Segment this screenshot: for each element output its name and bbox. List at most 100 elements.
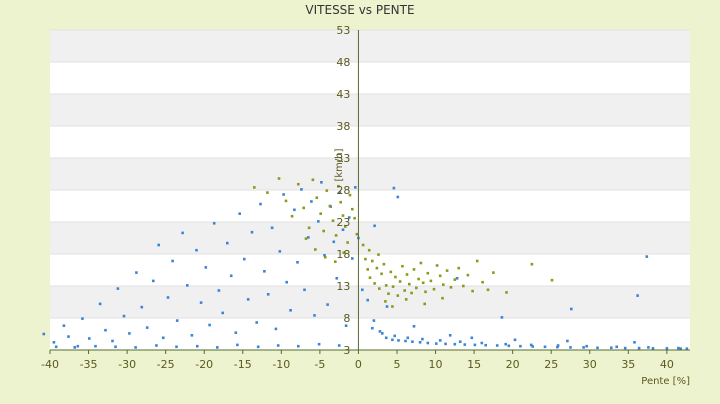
data-point <box>134 346 137 349</box>
data-point <box>282 193 285 196</box>
data-point <box>394 275 397 279</box>
data-point <box>341 228 345 231</box>
data-point <box>145 326 149 329</box>
data-point <box>530 262 534 266</box>
data-point <box>381 332 384 335</box>
y-tick-label: 38 <box>336 120 350 133</box>
data-point <box>411 340 414 343</box>
x-tick-label: -10 <box>272 358 290 371</box>
data-point <box>445 269 449 272</box>
data-point <box>424 290 427 294</box>
data-point <box>302 206 305 210</box>
data-point <box>384 300 387 303</box>
x-tick-labels: -40 -35 -30 -25 -20 -15 -10 -5 0 5 10 15 20 25 30 35 40 <box>41 358 674 371</box>
data-point <box>389 270 393 274</box>
data-point <box>543 345 547 349</box>
data-point <box>444 342 447 346</box>
data-point <box>276 344 280 347</box>
data-point <box>418 341 422 344</box>
x-tick-label: -40 <box>41 358 59 371</box>
data-point <box>385 305 389 308</box>
data-point <box>435 342 438 345</box>
data-point <box>495 344 499 347</box>
data-point <box>405 273 409 276</box>
data-point <box>196 344 199 348</box>
data-point <box>404 339 407 343</box>
data-point <box>448 334 452 337</box>
data-point <box>229 274 233 278</box>
data-point <box>373 224 376 228</box>
data-point <box>404 298 408 301</box>
data-point <box>236 343 239 347</box>
data-point <box>426 341 430 345</box>
data-point <box>406 336 410 340</box>
data-point <box>486 288 490 292</box>
data-point <box>453 278 457 281</box>
data-point <box>484 343 487 347</box>
data-point <box>42 332 46 336</box>
data-point <box>181 231 184 235</box>
data-point <box>403 289 406 292</box>
data-point <box>334 260 337 263</box>
data-point <box>637 346 641 350</box>
data-point <box>645 255 649 258</box>
data-point <box>529 343 533 347</box>
data-point <box>596 346 599 350</box>
data-point <box>368 276 372 279</box>
data-point <box>507 344 511 348</box>
y-tick-label: 23 <box>336 216 350 229</box>
x-tick-label: 10 <box>429 358 443 371</box>
data-point <box>677 346 680 350</box>
data-point <box>505 291 508 294</box>
data-point <box>679 347 682 350</box>
data-point <box>304 237 308 240</box>
x-tick-label: -30 <box>118 358 136 371</box>
data-point <box>256 345 260 349</box>
data-point <box>353 216 356 220</box>
data-point <box>313 314 316 317</box>
data-point <box>217 289 221 292</box>
data-point <box>186 284 189 287</box>
data-point <box>152 279 155 283</box>
data-point <box>140 305 144 309</box>
y-tick-label: 3 <box>343 344 350 357</box>
x-tick-label: 40 <box>660 358 674 371</box>
y-tick-label: 13 <box>336 280 350 293</box>
data-point <box>315 196 319 199</box>
data-point <box>263 270 266 273</box>
data-point <box>371 326 374 330</box>
data-point <box>216 346 219 349</box>
data-point <box>290 214 294 218</box>
data-point <box>391 285 395 288</box>
data-point <box>339 200 342 204</box>
data-point <box>457 266 460 270</box>
data-point <box>323 254 326 257</box>
data-point <box>455 277 459 280</box>
data-point <box>412 268 416 271</box>
data-point <box>615 345 618 349</box>
data-point <box>378 287 381 290</box>
data-point <box>162 336 165 340</box>
data-point <box>246 298 250 301</box>
data-point <box>380 272 383 276</box>
data-point <box>54 345 58 349</box>
x-tick-label: 20 <box>506 358 520 371</box>
data-point <box>322 229 325 233</box>
data-point <box>384 336 388 340</box>
data-point <box>500 316 504 319</box>
data-point <box>364 257 367 261</box>
data-point <box>373 282 376 285</box>
data-point <box>396 195 400 199</box>
data-point <box>171 259 174 263</box>
data-point <box>328 204 332 208</box>
data-point <box>62 324 66 327</box>
y-tick-label: 43 <box>336 88 350 101</box>
data-point <box>513 338 517 342</box>
data-point <box>175 345 178 349</box>
data-point <box>128 332 131 335</box>
x-tick-label: -25 <box>157 358 175 371</box>
data-point <box>116 287 120 290</box>
data-point <box>685 347 689 350</box>
data-point <box>421 281 425 285</box>
